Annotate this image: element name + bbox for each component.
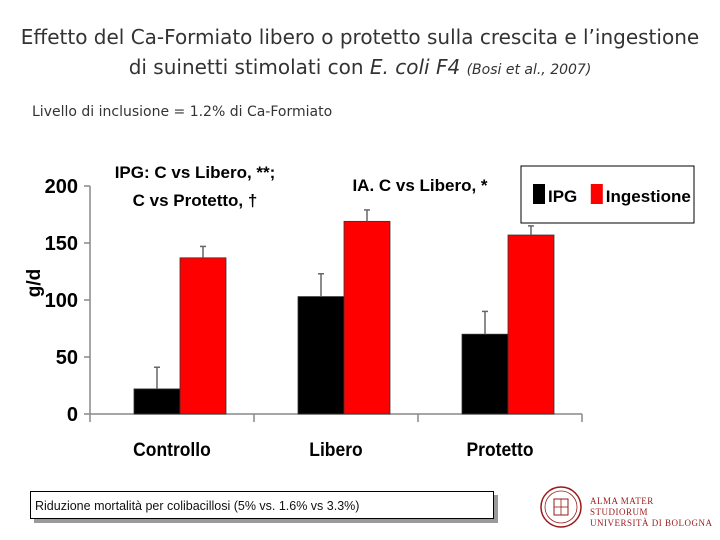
annotation-ipg-line: IPG: C vs Libero, **;	[115, 163, 276, 182]
annotation-ipg-line: C vs Protetto, †	[133, 191, 258, 210]
y-tick-label: 50	[56, 347, 78, 369]
title-line-1: Effetto del Ca-Formiato libero o protett…	[20, 25, 700, 49]
y-tick-label: 150	[45, 233, 78, 255]
university-logo: ALMA MATER STUDIORUM UNIVERSITÀ DI BOLOG…	[528, 483, 713, 533]
annotation-ia-line: IA. C vs Libero, *	[352, 176, 487, 195]
y-tick-label: 0	[67, 404, 78, 426]
mortality-note: Riduzione mortalità per colibacillosi (5…	[30, 491, 494, 519]
title-line-2-prefix: di suinetti stimolati con	[128, 55, 370, 79]
y-axis-label: g/d	[24, 269, 45, 298]
legend-swatch-ingestione	[590, 184, 603, 204]
title-citation: (Bosi et al., 2007)	[466, 62, 592, 78]
slide-title: Effetto del Ca-Formiato libero o protett…	[0, 22, 720, 85]
x-tick-label: Protetto	[467, 438, 534, 460]
bar-ingestione-libero	[343, 220, 391, 415]
y-tick-label: 200	[45, 176, 78, 198]
bar-ipg-controllo	[133, 388, 181, 415]
legend-label-ingestione: Ingestione	[606, 187, 691, 206]
bar-ingestione-protetto	[507, 234, 555, 415]
legend-label-ipg: IPG	[548, 187, 577, 206]
logo-line-1: ALMA MATER STUDIORUM	[590, 496, 654, 517]
title-organism: E. coli F4	[369, 55, 461, 79]
bar-ingestione-controllo	[179, 257, 227, 415]
title-line-2: di suinetti stimolati con E. coli F4 (Bo…	[0, 52, 720, 85]
university-seal-icon	[540, 486, 582, 528]
bar-ipg-libero	[297, 296, 345, 415]
bar-ipg-protetto	[461, 333, 509, 415]
logo-text: ALMA MATER STUDIORUM UNIVERSITÀ DI BOLOG…	[590, 496, 713, 529]
logo-line-2: UNIVERSITÀ DI BOLOGNA	[590, 518, 713, 528]
inclusion-level-text: Livello di inclusione = 1.2% di Ca-Formi…	[32, 104, 333, 120]
bar-chart: 0 50 100 150 200 g/d Controllo Libero Protetto IP…	[24, 163, 695, 460]
x-tick-label: Libero	[309, 438, 362, 460]
x-tick-label: Controllo	[133, 438, 211, 460]
legend-swatch-ipg	[533, 184, 545, 204]
y-tick-label: 100	[45, 290, 78, 312]
legend-box	[520, 165, 695, 224]
